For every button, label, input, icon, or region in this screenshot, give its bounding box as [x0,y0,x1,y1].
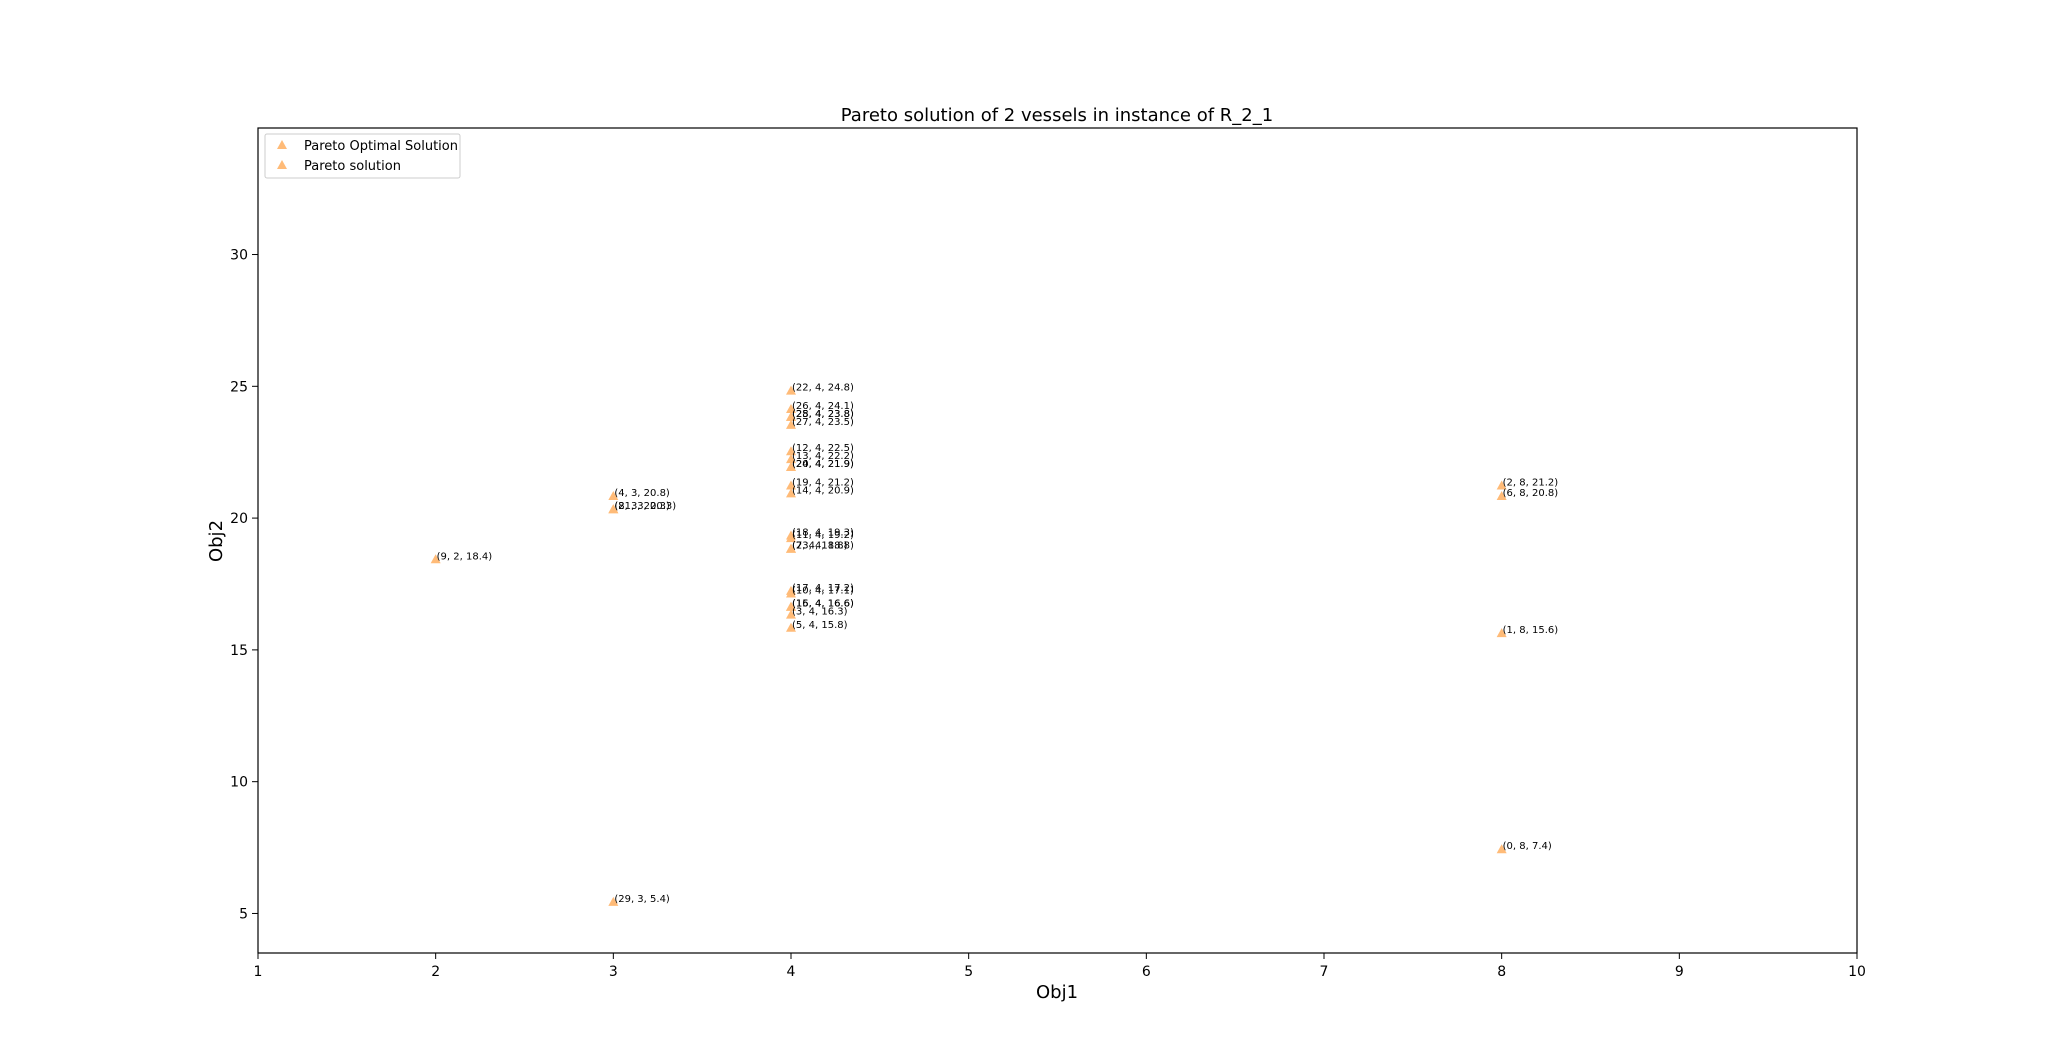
data-point-marker [786,609,796,619]
data-point-label: (25, 4, 23.8) [792,409,854,420]
data-point-marker [608,491,619,501]
data-point-marker [786,480,796,490]
plot-frame [257,127,1858,954]
data-point-label: (13, 4, 22.2) [792,451,854,462]
y-axis-title: Obj2 [206,520,227,562]
data-point-label: (26, 4, 24.1) [792,401,854,412]
y-tick-label: 30 [230,248,248,264]
data-point-label: (2, 8, 21.2) [1503,477,1559,488]
x-tick-label: 9 [1675,964,1684,980]
data-point-label: (17, 4, 17.2) [792,583,854,594]
legend-marker-solution [277,160,287,169]
data-point-label: (23, 4, 18.8) [792,541,854,552]
data-point-label: (18, 4, 19.3) [792,528,854,539]
data-point-label: (19, 4, 21.2) [792,477,854,488]
legend-box [264,133,461,179]
legend: Pareto Optimal Solution Pareto solution [264,133,461,179]
data-point-marker [608,896,619,906]
data-point-label: (1, 8, 15.6) [1503,625,1559,636]
data-point-label: (27, 4, 23.5) [792,417,854,428]
data-point-label: (28, 4, 23.8) [792,409,854,420]
data-point-label: (11, 4, 19.2) [792,530,854,541]
legend-marker-optimal [277,140,287,149]
x-tick-label: 2 [431,964,440,980]
data-point-marker [786,533,796,543]
axis-ticks: 1 2 3 4 5 6 7 8 9 10 5 10 15 20 25 30 [230,248,1866,980]
data-point-label: (7, 4, 18.8) [792,541,848,552]
data-point-label: (12, 4, 22.5) [792,443,854,454]
data-point-label: (14, 4, 20.9) [792,485,854,496]
data-point-marker [786,462,796,472]
data-points: (9, 2, 18.4) (4, 3, 20.8) (8, 3, 20.3)(21,… [430,383,1559,906]
y-tick-label: 15 [230,643,248,659]
x-tick-label: 1 [254,964,263,980]
data-point-marker [786,411,796,421]
x-tick-label: 6 [1142,964,1151,980]
legend-label-solution: Pareto solution [304,159,401,174]
data-point-label: (10, 4, 17.1) [792,586,854,597]
data-point-label: (16, 4, 16.6) [792,599,854,610]
x-tick-label: 10 [1848,964,1866,980]
data-point-label: (8, 3, 20.3) [614,501,670,512]
data-point-marker [786,454,796,464]
data-point-label: (15, 4, 16.6) [792,599,854,610]
x-tick-label: 3 [609,964,618,980]
y-tick-label: 20 [230,511,248,527]
data-point-marker [1496,844,1507,854]
y-tick-label: 10 [230,775,248,791]
y-tick-label: 25 [230,379,248,395]
data-point-label: (5, 4, 15.8) [792,620,848,631]
data-point-marker [786,588,796,598]
data-point-label: (22, 4, 24.8) [792,383,854,394]
data-point-label: (29, 3, 5.4) [614,894,670,905]
data-point-label: (4, 3, 20.8) [614,488,670,499]
data-point-label: (0, 8, 7.4) [1503,841,1552,852]
chart-title: Pareto solution of 2 vessels in instance… [841,105,1273,126]
data-point-label: (6, 8, 20.8) [1503,488,1559,499]
data-point-marker [786,385,796,395]
data-point-marker [786,404,796,414]
data-point-label: (24, 4, 21.9) [792,459,854,470]
data-point-marker [1496,480,1507,490]
x-tick-label: 5 [964,964,973,980]
data-point-label: (21, 3, 20.3) [614,501,676,512]
data-point-marker [608,504,619,514]
legend-label-optimal: Pareto Optimal Solution [304,139,458,154]
data-point-label: (9, 2, 18.4) [437,551,493,562]
data-point-marker [786,419,796,429]
x-tick-label: 4 [787,964,796,980]
data-point-marker [786,622,796,632]
data-point-marker [430,554,441,564]
x-axis-title: Obj1 [1036,982,1078,1003]
data-point-marker [786,543,796,553]
y-tick-label: 5 [239,906,248,922]
data-point-marker [1496,491,1507,501]
x-tick-label: 8 [1497,964,1506,980]
data-point-marker [786,601,796,611]
x-tick-label: 7 [1320,964,1329,980]
data-point-label: (20, 4, 21.9) [792,459,854,470]
data-point-label: (3, 4, 16.3) [792,607,848,618]
data-point-marker [786,446,796,456]
data-point-marker [1496,628,1507,638]
data-point-marker [786,488,796,498]
